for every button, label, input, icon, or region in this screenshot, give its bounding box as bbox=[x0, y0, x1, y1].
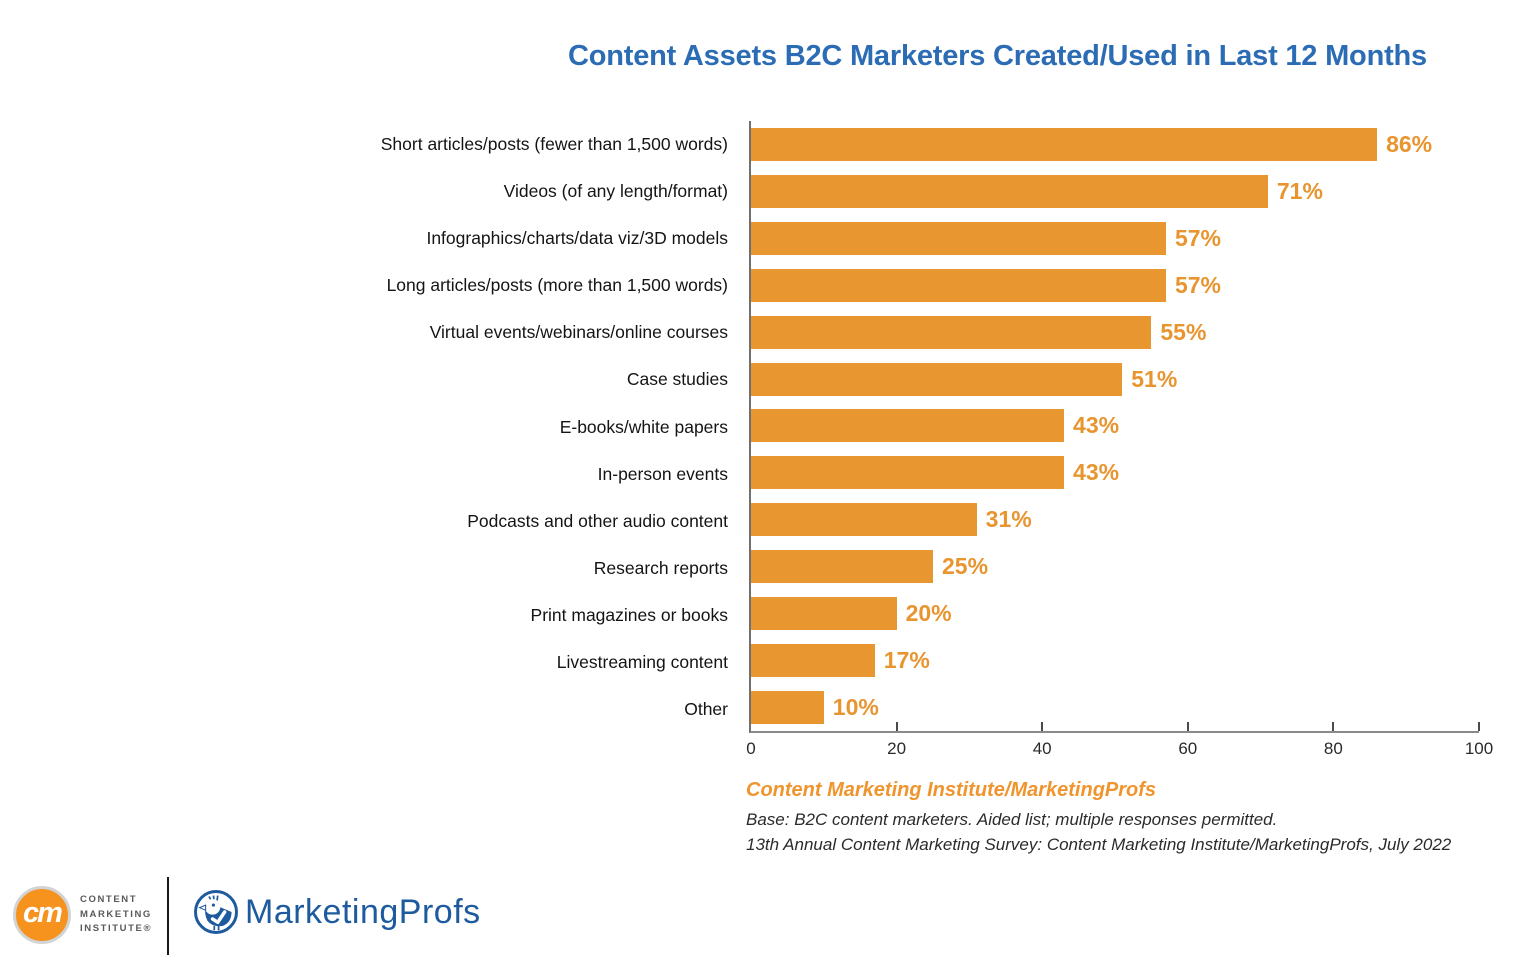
category-label: Long articles/posts (more than 1,500 wor… bbox=[386, 275, 728, 296]
category-label: Print magazines or books bbox=[530, 604, 728, 625]
category-label: Short articles/posts (fewer than 1,500 w… bbox=[380, 134, 728, 155]
bar bbox=[751, 268, 1166, 302]
page-title: Content Assets B2C Marketers Created/Use… bbox=[568, 40, 1427, 72]
cmi-wordmark-line: MARKETING bbox=[80, 908, 152, 920]
bar-value-label: 31% bbox=[985, 506, 1032, 533]
category-label: Videos (of any length/format) bbox=[503, 181, 728, 202]
cmi-wordmark: CONTENT MARKETING INSTITUTE® bbox=[80, 893, 152, 937]
bar-series: 86% 71% 57% 57% 55% 51% 43% 43% 31% 25% 20% 17% 10% bbox=[751, 121, 1479, 731]
category-label: Other bbox=[684, 698, 728, 719]
footer-divider bbox=[167, 877, 169, 955]
bar-value-label: 43% bbox=[1073, 459, 1120, 486]
category-label: Research reports bbox=[593, 557, 728, 578]
marketingprofs-bird-icon bbox=[194, 890, 238, 934]
bar-row: 43% bbox=[751, 449, 1479, 496]
bar-value-label: 57% bbox=[1174, 271, 1221, 298]
bar-row: 20% bbox=[751, 590, 1479, 637]
x-axis-tick-label: 0 bbox=[746, 739, 756, 758]
bar bbox=[751, 362, 1123, 396]
bar-row: 25% bbox=[751, 543, 1479, 590]
bar-row: 55% bbox=[751, 309, 1479, 356]
bar-row: 43% bbox=[751, 403, 1479, 450]
bar-value-label: 71% bbox=[1276, 177, 1323, 204]
x-axis-tick-label: 60 bbox=[1178, 739, 1198, 758]
category-label: Case studies bbox=[626, 369, 728, 390]
marketingprofs-wordmark: MarketingProfs bbox=[245, 893, 481, 931]
x-axis-tick bbox=[1478, 722, 1480, 731]
category-label: Virtual events/webinars/online courses bbox=[429, 322, 728, 343]
source-note: Content Marketing Institute/MarketingPro… bbox=[746, 779, 1451, 857]
category-label: Infographics/charts/data viz/3D models bbox=[426, 228, 728, 249]
bar-value-label: 86% bbox=[1386, 130, 1433, 157]
category-axis-labels: Short articles/posts (fewer than 1,500 w… bbox=[0, 121, 728, 733]
category-label: E-books/white papers bbox=[559, 416, 728, 437]
cmi-wordmark-line: CONTENT bbox=[80, 894, 138, 905]
bar bbox=[751, 409, 1065, 443]
bar bbox=[751, 503, 977, 537]
bar-row: 51% bbox=[751, 356, 1479, 403]
bar-value-label: 20% bbox=[905, 600, 952, 627]
x-axis-tick bbox=[1041, 722, 1044, 731]
bar-row: 57% bbox=[751, 262, 1479, 309]
category-label: Livestreaming content bbox=[556, 651, 728, 672]
bar bbox=[751, 127, 1378, 161]
bar-value-label: 55% bbox=[1160, 318, 1207, 345]
source-survey-note: 13th Annual Content Marketing Survey: Co… bbox=[746, 834, 1452, 854]
bar-value-label: 25% bbox=[942, 553, 989, 580]
x-axis-tick bbox=[1186, 722, 1189, 731]
bar-row: 10% bbox=[751, 684, 1479, 731]
bird-icon bbox=[198, 895, 232, 931]
x-axis-tick bbox=[895, 722, 898, 731]
bar-value-label: 17% bbox=[883, 647, 930, 674]
cmi-monogram: cm bbox=[23, 896, 63, 929]
x-axis-tick-label: 40 bbox=[1032, 739, 1052, 758]
bar-chart-plot-area: 86% 71% 57% 57% 55% 51% 43% 43% 31% 25% 20% 17% 10% … bbox=[746, 121, 1493, 758]
bar-value-label: 10% bbox=[832, 694, 879, 721]
cmi-wordmark-line: INSTITUTE® bbox=[80, 923, 153, 934]
bar bbox=[751, 221, 1166, 255]
x-axis-tick-label: 20 bbox=[887, 739, 907, 758]
bar-row: 86% bbox=[751, 121, 1479, 168]
x-axis-tick-label: 100 bbox=[1464, 739, 1494, 758]
bar bbox=[751, 597, 897, 631]
bar bbox=[751, 644, 875, 678]
bar bbox=[751, 315, 1152, 349]
source-base-note: Base: B2C content marketers. Aided list;… bbox=[746, 810, 1278, 829]
category-label: In-person events bbox=[597, 463, 728, 484]
bar-value-label: 57% bbox=[1174, 224, 1221, 251]
x-axis-tick-label: 80 bbox=[1323, 739, 1343, 758]
bar bbox=[751, 691, 824, 725]
bar-row: 31% bbox=[751, 496, 1479, 543]
bar bbox=[751, 174, 1268, 208]
bar bbox=[751, 456, 1065, 490]
category-label: Podcasts and other audio content bbox=[467, 510, 728, 531]
bar-row: 71% bbox=[751, 168, 1479, 215]
bar-row: 57% bbox=[751, 215, 1479, 262]
source-heading: Content Marketing Institute/MarketingPro… bbox=[746, 779, 1157, 801]
bar-row: 17% bbox=[751, 637, 1479, 684]
x-axis-tick bbox=[1332, 722, 1335, 731]
bar-value-label: 51% bbox=[1131, 365, 1178, 392]
bar bbox=[751, 550, 933, 584]
cmi-logo-icon: cm bbox=[13, 886, 71, 944]
bar-value-label: 43% bbox=[1073, 412, 1120, 439]
